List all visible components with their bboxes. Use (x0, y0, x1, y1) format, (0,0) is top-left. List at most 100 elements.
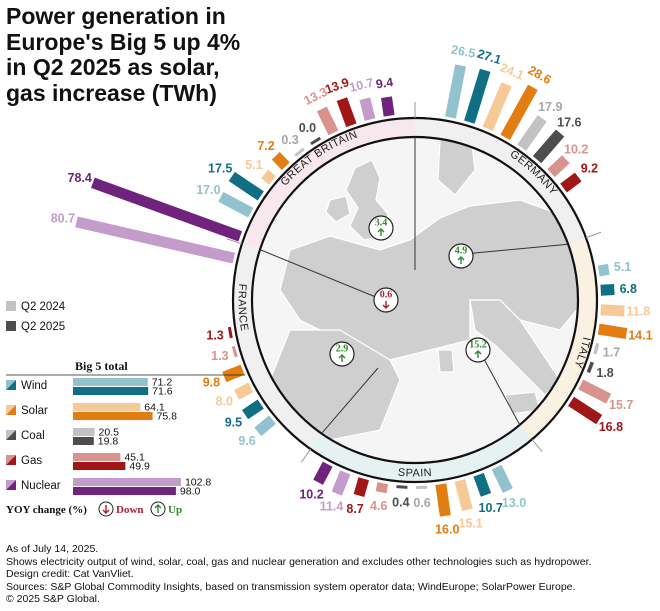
big5-bar-gas-2024 (73, 453, 121, 461)
value-label: 15.1 (459, 516, 483, 530)
bars (75, 64, 628, 517)
bar-group (464, 68, 491, 124)
ring-segment-great-britain (241, 118, 415, 250)
bar-great-britain-coal-2024 (294, 147, 305, 157)
big5-label-coal: Coal (21, 430, 45, 442)
big5-value-2025: 49.9 (129, 461, 150, 473)
legend-label-2025: Q2 2025 (21, 321, 65, 333)
value-label: 10.7 (348, 75, 375, 94)
value-label: 17.5 (208, 162, 232, 176)
value-label: 1.3 (206, 328, 223, 342)
yoy-value: 3.4 (375, 218, 388, 229)
big5-value-2025: 19.8 (98, 436, 119, 448)
big5-value-2025: 98.0 (180, 486, 201, 498)
bar-spain-solar-2025 (435, 483, 451, 517)
bar-france-nuclear-2025 (90, 177, 243, 242)
bar-group (234, 382, 254, 400)
solar-swatch-icon (6, 405, 16, 415)
bar-group (597, 323, 628, 339)
nuclear-swatch-icon (6, 480, 16, 490)
bar-spain-gas-2025 (353, 477, 370, 498)
value-label: 9.4 (375, 75, 394, 91)
yoy-key-down-label: Down (116, 504, 144, 516)
bar-group (396, 485, 408, 489)
value-label: 0.4 (392, 496, 409, 510)
bar-group (336, 97, 357, 128)
value-label: 6.8 (620, 282, 637, 296)
ring-segment-france (233, 243, 322, 450)
big5-label-wind: Wind (21, 380, 47, 392)
yoy-value: 0.6 (380, 290, 393, 301)
bar-france-solar-2025 (222, 364, 245, 383)
yoy-circle (373, 287, 399, 313)
divider-line (477, 347, 521, 426)
bar-france-wind-2024 (254, 415, 277, 437)
bar-great-britain-wind-2025 (228, 171, 264, 201)
note-scope: Shows electricity output of wind, solar,… (6, 555, 592, 568)
value-label: 15.7 (609, 398, 633, 412)
value-label: 13.9 (323, 75, 351, 96)
value-label: 17.9 (538, 100, 562, 114)
divider-line (531, 439, 543, 452)
bar-france-gas-2025 (227, 326, 233, 339)
bar-group (316, 106, 339, 136)
big5-bar-coal-2025 (73, 437, 94, 445)
yoy-circle (448, 243, 474, 269)
bar-spain-nuclear-2024 (331, 470, 351, 496)
value-label: 4.6 (370, 499, 387, 513)
legend: Q2 2024 Q2 2025 (6, 301, 66, 333)
value-label: 78.4 (68, 171, 92, 185)
big5-bar-coal-2024 (73, 428, 95, 436)
bar-italy-wind-2024 (597, 263, 610, 277)
bar-group (375, 482, 389, 494)
value-label: 1.3 (211, 349, 228, 363)
bar-group (359, 97, 376, 121)
bar-group (500, 84, 538, 140)
value-label: 28.6 (526, 63, 554, 87)
bar-france-nuclear-2024 (75, 216, 236, 264)
value-label: 24.1 (498, 60, 526, 82)
footnotes: As of July 14, 2025. Shows electricity o… (6, 543, 656, 606)
yoy-value: 15.2 (469, 340, 487, 351)
value-label: 7.2 (257, 139, 274, 153)
gas-swatch-icon (6, 455, 16, 465)
note-sources: Sources: S&P Global Commodity Insights, … (6, 580, 576, 593)
bar-group (294, 147, 305, 157)
bar-group (600, 284, 615, 296)
bar-italy-gas-2025 (567, 396, 603, 425)
value-label: 9.8 (203, 375, 220, 389)
bar-germany-wind-2024 (445, 64, 467, 119)
ring-segment-spain (310, 424, 532, 482)
value-label: 8.7 (346, 502, 363, 516)
divider-line (259, 249, 384, 301)
country-label: FRANCE (235, 283, 250, 332)
value-label: 0.0 (299, 121, 316, 135)
arrow-up-icon (154, 504, 162, 513)
value-label: 17.0 (196, 183, 220, 197)
big5-title: Big 5 total (75, 359, 128, 373)
bar-spain-wind-2025 (473, 472, 492, 497)
bar-germany-solar-2025 (500, 84, 538, 140)
big5-value-2025: 71.6 (152, 386, 173, 398)
bar-spain-gas-2024 (375, 482, 389, 494)
bar-italy-solar-2024 (600, 304, 625, 317)
value-label: 9.5 (225, 415, 242, 429)
bar-group (593, 342, 600, 355)
big5-value-2024: 64.1 (144, 402, 165, 414)
big5-label-nuclear: Nuclear (21, 480, 61, 492)
value-label: 0.3 (281, 133, 298, 147)
arrow-up-icon (457, 256, 465, 264)
big5-value-2024: 20.5 (99, 427, 120, 439)
big5-bar-nuclear-2025 (73, 487, 176, 495)
bar-group (532, 129, 565, 164)
bar-group (473, 472, 492, 497)
value-label: 11.8 (626, 305, 650, 319)
arrow-up-icon (474, 350, 482, 358)
bar-germany-coal-2025 (532, 129, 565, 164)
bar-group (313, 461, 333, 485)
divider-line (321, 367, 379, 434)
divider-line (226, 238, 243, 245)
bar-group (517, 115, 547, 151)
bar-italy-gas-2024 (578, 379, 612, 404)
bar-italy-wind-2025 (600, 284, 615, 296)
